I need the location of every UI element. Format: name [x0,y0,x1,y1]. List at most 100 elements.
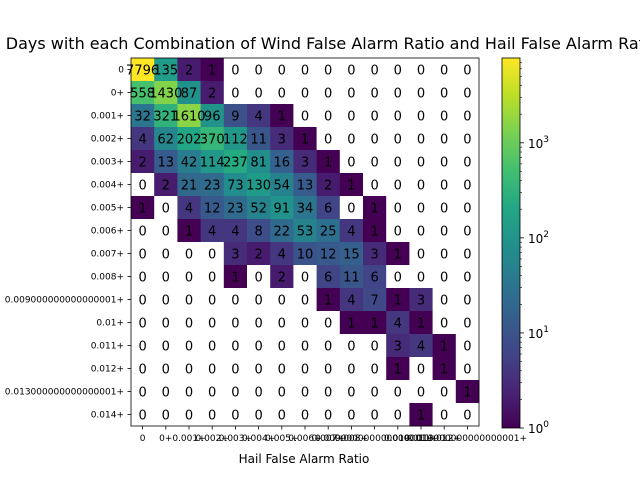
x-tick-label: 0.005+ [265,434,298,444]
heatmap-cell [455,288,480,312]
cell-value-label: 0 [185,409,193,424]
heatmap-cell [177,58,201,82]
cell-value-label: 0 [278,386,286,401]
cell-value-label: 3 [417,294,425,309]
cell-value-label: 0 [185,340,193,355]
heatmap-cell [293,380,317,404]
heatmap-cell [363,81,387,105]
heatmap-cell [177,196,201,220]
cell-value-label: 4 [347,294,355,309]
heatmap-cell [131,127,155,151]
heatmap-cell [200,242,225,266]
heatmap-cell [247,219,271,243]
heatmap-cell [386,357,410,381]
heatmap-cell [177,288,201,312]
heatmap-cell [154,173,178,197]
cell-value-label: 1 [394,294,402,309]
heatmap-cell [177,81,201,105]
cell-value-label: 0 [347,386,355,401]
colorbar-tick-label: 102 [528,230,549,246]
y-tick-label: 0.004+ [91,181,124,191]
cell-value-label: 34 [297,202,314,217]
x-tick-label: 0.007+ [312,434,345,444]
heatmap-cell [409,196,433,220]
heatmap-cell [316,403,341,427]
y-tick-label: 0.011+ [91,342,124,352]
heatmap-cell [409,219,433,243]
cell-value-label: 4 [394,317,402,332]
x-tick-label: 0.008+ [335,434,368,444]
heatmap-cell [177,403,201,427]
heatmap-cell [455,127,480,151]
cell-value-label: 0 [463,363,471,378]
heatmap-cell [339,173,364,197]
heatmap-cell [293,334,317,358]
cell-value-label: 0 [162,248,170,263]
heatmap-cell [223,127,248,151]
heatmap-cell [339,288,364,312]
cell-value-label: 1 [208,64,216,79]
heatmap-cell [432,380,457,404]
y-axis: 0 0+ 0.001+ 0.002+ 0.003+ 0.004+ 0.005+ 0.006+ 0… [5,66,131,421]
heatmap-cell [247,380,271,404]
cell-value-label: 0 [463,87,471,102]
heatmap-cell [316,58,341,82]
colorbar-tick-label: 101 [528,325,549,341]
heatmap-cell [363,58,387,82]
cell-value-label: 4 [185,202,193,217]
cell-value-label: 0 [417,64,425,79]
cell-value-label: 81 [250,156,267,171]
heatmap-cell [223,104,248,128]
cell-value-label: 0 [162,409,170,424]
cell-value-label: 0 [347,340,355,355]
cell-value-label: 0 [394,225,402,240]
cell-value-label: 237 [223,156,248,171]
heatmap-cell [455,58,480,82]
cell-value-label: 11 [250,133,267,148]
cell-value-label: 0 [463,202,471,217]
heatmap-cell [223,173,248,197]
heatmap-cell [200,288,225,312]
cell-value-label: 370 [200,133,225,148]
heatmap-cell [316,104,341,128]
cell-value-label: 87 [181,87,198,102]
cell-value-label: 0 [463,294,471,309]
heatmap-cell [432,196,457,220]
heatmap-cell [386,173,410,197]
heatmap-cell [455,242,480,266]
heatmap-cell [293,357,317,381]
y-tick-label: 0.002+ [91,135,124,145]
cell-value-label: 0 [347,202,355,217]
heatmap-cell [432,288,457,312]
heatmap-cell [363,150,387,174]
heatmap-cell [177,380,201,404]
cell-value-label: 12 [204,202,221,217]
cell-value-label: 202 [177,133,202,148]
cell-value-label: 0 [347,409,355,424]
heatmap-cell [270,196,294,220]
x-tick-label: 0.001+ [172,434,205,444]
heatmap-cell [363,380,387,404]
heatmap-cell [363,311,387,335]
cell-value-label: 0 [278,317,286,332]
heatmap-cell [154,403,178,427]
cell-value-label: 0 [185,271,193,286]
heatmap-cell [177,334,201,358]
heatmap-cell [200,403,225,427]
cell-value-label: 0 [278,340,286,355]
heatmap-cell [432,311,457,335]
x-tick-label: 0+ [159,434,172,444]
cell-value-label: 91 [274,202,291,217]
cell-value-label: 1 [394,363,402,378]
cell-value-label: 3 [231,248,239,263]
cell-value-label: 0 [440,317,448,332]
heatmap-cell [247,81,271,105]
cell-value-label: 6 [324,202,332,217]
cell-value-label: 1430 [149,87,182,102]
cell-value-label: 1 [231,271,239,286]
heatmap-cell [200,150,225,174]
cell-value-label: 0 [301,409,309,424]
heatmap-cell [455,357,480,381]
cell-value-label: 2 [138,156,146,171]
